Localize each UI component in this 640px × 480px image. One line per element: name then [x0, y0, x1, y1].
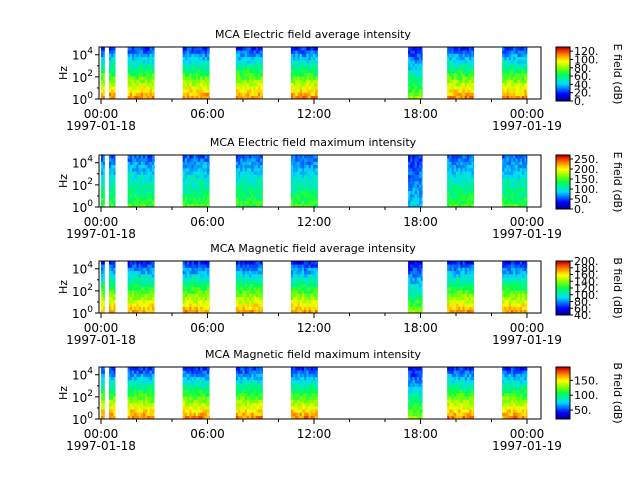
x-tick-label: 06:00: [190, 427, 225, 441]
y-tick-label: 104: [72, 47, 93, 63]
panel-2: MCA Electric field maximum intensity 100 1…: [57, 136, 624, 241]
x-date-label: 1997-01-18: [66, 439, 136, 453]
colorbar-tick-label: 120.: [574, 45, 599, 58]
x-date-label: 1997-01-19: [492, 119, 562, 133]
panel-title: MCA Magnetic field average intensity: [210, 242, 416, 255]
colorbar-tick-label: 80.: [574, 296, 592, 309]
colorbar-tick-label: 160.: [574, 269, 599, 282]
axes-frame: [98, 154, 542, 208]
x-tick-label: 00:00: [510, 427, 545, 441]
colorbar-tick-label: 100.: [574, 289, 599, 302]
colorbar-frame: [555, 366, 571, 420]
colorbar: 0.20.40.60.80.100.120. E field (dB): [555, 44, 624, 108]
x-tick-label: 18:00: [403, 215, 438, 229]
x-date-label: 1997-01-18: [66, 227, 136, 241]
x-tick-label: 00:00: [510, 215, 545, 229]
colorbar: 50. 100. 150. B field (dB): [555, 362, 624, 424]
y-tick-label: 102: [72, 389, 93, 405]
panel-title: MCA Electric field average intensity: [215, 28, 411, 41]
x-tick-label: 00:00: [84, 427, 119, 441]
spectrogram-cells: [101, 47, 528, 100]
colorbar-frame: [555, 154, 571, 210]
x-tick-label: 06:00: [190, 107, 225, 121]
colorbar: 0.50.100.150.200.250. E field (dB): [555, 152, 624, 216]
x-tick-label: 06:00: [190, 215, 225, 229]
colorbar-tick-label: 140.: [574, 275, 599, 288]
colorbar-tick-label: 80.: [574, 62, 592, 75]
spectrogram-cells: [101, 155, 528, 208]
colorbar-label: B field (dB): [611, 257, 624, 318]
spectrogram-cells: [101, 367, 528, 420]
y-tick-label: 100: [72, 91, 93, 107]
axes-frame: [98, 46, 542, 100]
colorbar-tick-label: 100.: [574, 53, 599, 66]
axes-frame: [98, 260, 542, 314]
colorbar-tick-label: 250.: [574, 153, 599, 166]
y-tick-label: 104: [72, 155, 93, 171]
colorbar-tick-label: 40.: [574, 78, 592, 91]
panel-3: MCA Magnetic field average intensity 100 1…: [57, 242, 624, 347]
colorbar-tick-label: 50.: [574, 404, 592, 417]
x-tick-label: 18:00: [403, 427, 438, 441]
colorbar-tick-label: 100.: [574, 183, 599, 196]
y-tick-label: 100: [72, 199, 93, 215]
x-tick-label: 12:00: [297, 321, 332, 335]
colorbar-tick-label: 60.: [574, 70, 592, 83]
y-tick-label: 102: [72, 177, 93, 193]
y-axis-label: Hz: [57, 280, 70, 294]
x-tick-label: 00:00: [84, 321, 119, 335]
y-tick-label: 100: [72, 411, 93, 427]
colorbar-tick-label: 60.: [574, 302, 592, 315]
colorbar-tick-label: 150.: [574, 173, 599, 186]
colorbar-tick-label: 100.: [574, 389, 599, 402]
colorbar-tick-label: 200.: [574, 255, 599, 268]
colorbar-tick-label: 200.: [574, 163, 599, 176]
y-tick-label: 102: [72, 69, 93, 85]
x-tick-label: 00:00: [84, 215, 119, 229]
y-tick-label: 102: [72, 283, 93, 299]
colorbar-tick-label: 40.: [574, 309, 592, 322]
y-axis-label: Hz: [57, 174, 70, 188]
colorbar-tick-label: 0.: [574, 203, 585, 216]
colorbar-tick-label: 150.: [574, 374, 599, 387]
x-tick-label: 00:00: [510, 321, 545, 335]
colorbar-label: B field (dB): [611, 362, 624, 423]
y-tick-label: 104: [72, 367, 93, 383]
y-tick-label: 104: [72, 261, 93, 277]
y-axis-label: Hz: [57, 66, 70, 80]
panel-title: MCA Magnetic field maximum intensity: [205, 348, 421, 361]
colorbar-tick-label: 20.: [574, 87, 592, 100]
x-tick-label: 18:00: [403, 107, 438, 121]
x-date-label: 1997-01-19: [492, 227, 562, 241]
panel-title: MCA Electric field maximum intensity: [210, 136, 417, 149]
colorbar-tick-label: 0.: [574, 95, 585, 108]
x-tick-label: 12:00: [297, 107, 332, 121]
x-tick-label: 18:00: [403, 321, 438, 335]
colorbar-label: E field (dB): [611, 152, 624, 213]
y-axis-label: Hz: [57, 386, 70, 400]
colorbar-tick-label: 120.: [574, 282, 599, 295]
colorbar-tick-label: 50.: [574, 193, 592, 206]
y-tick-label: 100: [72, 305, 93, 321]
colorbar-frame: [555, 46, 571, 102]
colorbar: 40.60.80.100.120.140.160.180.200. B field…: [555, 255, 624, 322]
x-tick-label: 12:00: [297, 427, 332, 441]
colorbar-tick-label: 180.: [574, 262, 599, 275]
panel-1: MCA Electric field average intensity 100 1…: [57, 28, 624, 133]
spectrogram-cells: [101, 261, 528, 314]
x-date-label: 1997-01-18: [66, 119, 136, 133]
x-tick-label: 00:00: [510, 107, 545, 121]
x-tick-label: 12:00: [297, 215, 332, 229]
x-tick-label: 06:00: [190, 321, 225, 335]
colorbar-label: E field (dB): [611, 44, 624, 105]
x-tick-label: 00:00: [84, 107, 119, 121]
axes-frame: [98, 366, 542, 420]
x-date-label: 1997-01-19: [492, 439, 562, 453]
x-date-label: 1997-01-18: [66, 333, 136, 347]
x-date-label: 1997-01-19: [492, 333, 562, 347]
panel-4: MCA Magnetic field maximum intensity 100 1…: [57, 348, 624, 453]
